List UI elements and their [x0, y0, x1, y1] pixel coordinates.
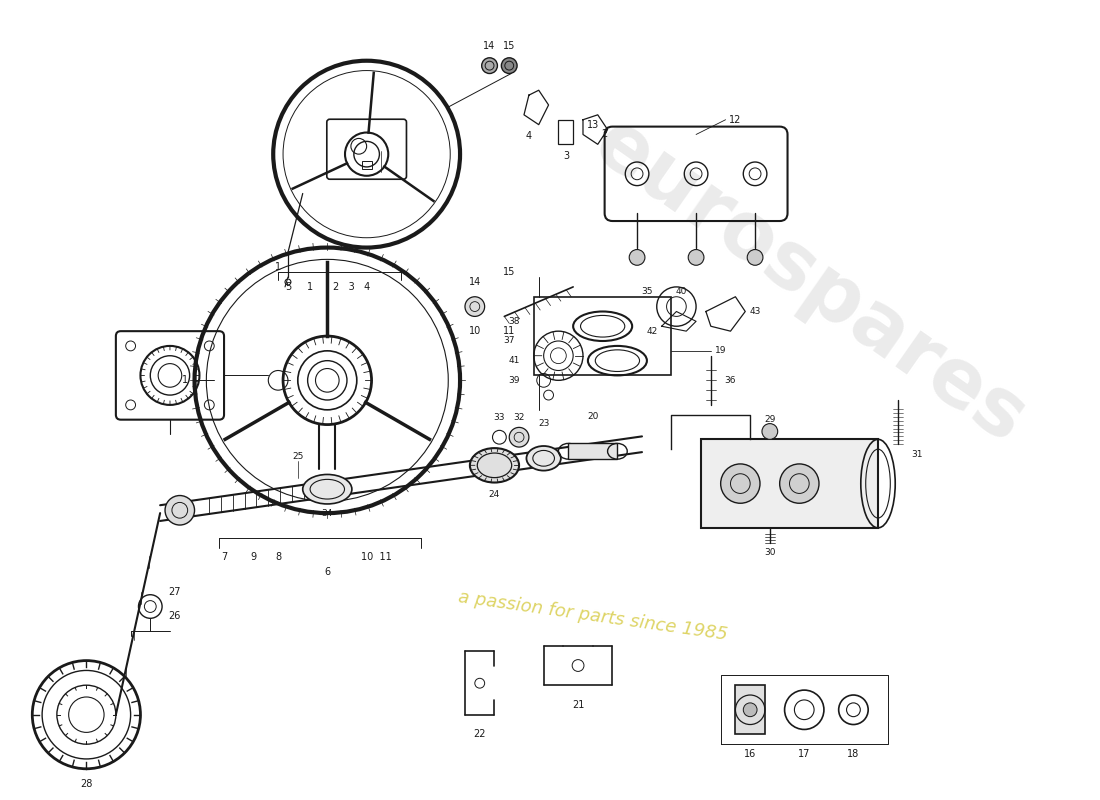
Text: 19: 19	[715, 346, 726, 355]
Bar	[569, 443, 617, 459]
Text: 31: 31	[912, 450, 923, 458]
Text: 32: 32	[514, 413, 525, 422]
Text: 10  11: 10 11	[361, 552, 392, 562]
Text: 29: 29	[764, 415, 776, 424]
Text: 23: 23	[538, 419, 549, 428]
Text: 13: 13	[586, 120, 598, 130]
Circle shape	[762, 424, 778, 439]
Circle shape	[165, 495, 195, 525]
Text: 12: 12	[729, 114, 741, 125]
Text: 25: 25	[293, 451, 304, 461]
Text: 39: 39	[508, 376, 520, 385]
Text: 18: 18	[847, 749, 859, 759]
Text: 27: 27	[168, 586, 182, 597]
Text: 3: 3	[563, 151, 570, 161]
Circle shape	[720, 464, 760, 503]
Circle shape	[482, 58, 497, 74]
Circle shape	[502, 58, 517, 74]
Text: 42: 42	[646, 326, 658, 336]
Text: 6: 6	[324, 567, 330, 577]
Text: 41: 41	[508, 356, 520, 365]
Circle shape	[689, 250, 704, 266]
Text: eurospares: eurospares	[579, 104, 1041, 460]
Bar	[559, 120, 573, 144]
Ellipse shape	[527, 446, 561, 470]
Text: 28: 28	[80, 778, 92, 789]
Text: 36: 36	[725, 376, 736, 385]
Text: 30: 30	[764, 548, 776, 557]
Text: 4: 4	[526, 131, 532, 142]
Text: 20: 20	[587, 412, 598, 422]
Text: 40: 40	[675, 287, 688, 296]
Text: 16: 16	[744, 749, 757, 759]
Text: 33: 33	[494, 413, 505, 422]
Text: 22: 22	[473, 730, 486, 739]
Text: 14: 14	[483, 41, 496, 51]
Circle shape	[744, 703, 757, 717]
Text: 26: 26	[168, 611, 182, 622]
Text: 11: 11	[503, 326, 516, 336]
Text: 15: 15	[503, 41, 516, 51]
Text: 1: 1	[307, 282, 312, 292]
Bar	[736, 685, 764, 734]
Text: 2: 2	[602, 130, 607, 139]
Text: 9: 9	[251, 552, 256, 562]
Text: 15: 15	[503, 267, 516, 277]
Circle shape	[629, 250, 645, 266]
Text: a passion for parts since 1985: a passion for parts since 1985	[456, 589, 728, 644]
Circle shape	[747, 250, 763, 266]
Text: 21: 21	[572, 700, 584, 710]
Circle shape	[509, 427, 529, 447]
Text: 2   3   4: 2 3 4	[333, 282, 371, 292]
Text: 38: 38	[508, 317, 520, 326]
Text: 5: 5	[285, 282, 292, 292]
Text: 43: 43	[749, 307, 761, 316]
Ellipse shape	[302, 474, 352, 504]
Bar	[701, 439, 878, 528]
Text: 35: 35	[641, 287, 652, 296]
Bar	[534, 297, 671, 375]
Text: 1: 1	[275, 262, 282, 272]
Text: 34: 34	[321, 510, 333, 518]
Text: 17: 17	[799, 749, 811, 759]
Text: 1: 1	[182, 375, 188, 386]
Text: 37: 37	[504, 337, 515, 346]
Bar	[362, 161, 372, 169]
Ellipse shape	[470, 448, 519, 482]
Text: 7: 7	[221, 552, 228, 562]
Circle shape	[780, 464, 820, 503]
Text: 8: 8	[275, 552, 282, 562]
Text: 24: 24	[488, 490, 501, 499]
Circle shape	[465, 297, 485, 317]
Text: 10: 10	[469, 326, 481, 336]
Text: 14: 14	[469, 277, 481, 287]
